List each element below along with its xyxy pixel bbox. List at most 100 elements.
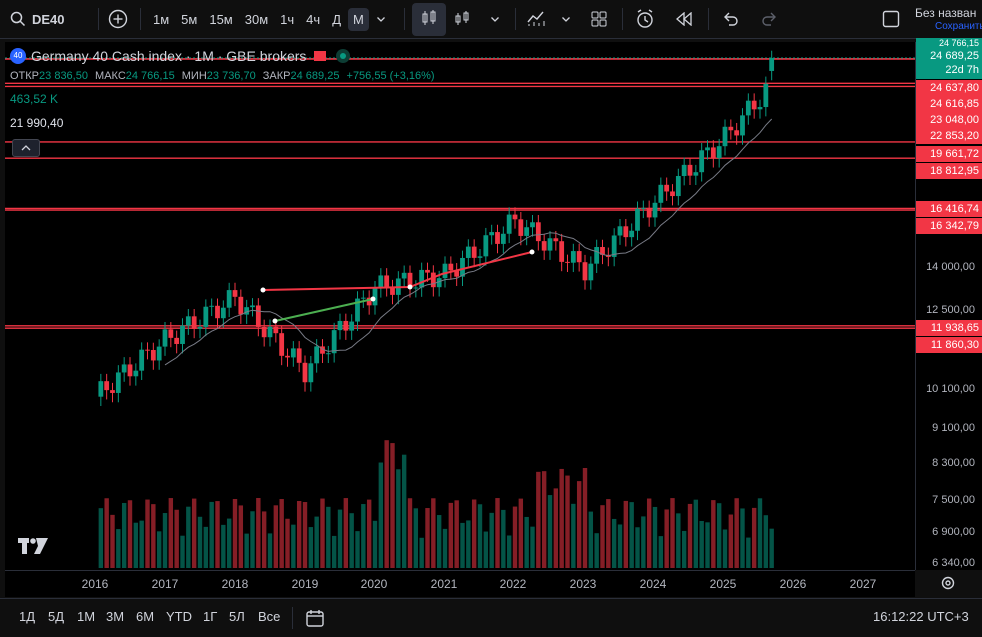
market-status-icon[interactable]	[314, 51, 327, 61]
candle-body	[506, 214, 512, 234]
interval-1m[interactable]: 1м	[153, 11, 170, 27]
square-icon	[882, 10, 900, 28]
candle-body	[763, 83, 769, 108]
candle-body	[681, 164, 687, 177]
volume-bar	[740, 508, 745, 568]
alert-button[interactable]	[635, 0, 655, 38]
volume-bar	[273, 505, 279, 568]
volume-bar	[442, 528, 448, 568]
symbol-search[interactable]: DE40	[10, 0, 65, 38]
interval-1h[interactable]: 1ч	[280, 11, 295, 27]
layout-save-button[interactable]	[882, 0, 900, 38]
volume-bar	[728, 514, 734, 568]
candle-body	[687, 164, 693, 176]
volume-bar	[104, 498, 109, 568]
candle-body	[734, 130, 740, 136]
range-5y[interactable]: 5Л	[229, 609, 245, 624]
volume-bar	[401, 454, 407, 568]
price-label-high-cut: 24 766,15	[916, 38, 982, 48]
volume-bar	[448, 502, 454, 568]
candle-body	[220, 307, 226, 319]
level-label: 11 860,30	[916, 337, 982, 353]
range-5d[interactable]: 5Д	[48, 609, 65, 624]
range-1d[interactable]: 1Д	[19, 609, 36, 624]
volume-bar	[151, 504, 156, 568]
candle-body	[255, 305, 261, 327]
price-scale[interactable]: 24 766,15 24 689,25 22d 7h 24 637,80 24 …	[915, 38, 982, 570]
volume-bar	[687, 503, 693, 568]
candle-body	[232, 290, 238, 297]
divider	[622, 8, 623, 30]
volume-bar	[250, 511, 255, 568]
range-6m[interactable]: 6М	[136, 609, 155, 624]
interval-15m[interactable]: 15м	[209, 11, 233, 27]
interval-dropdown[interactable]	[371, 8, 391, 31]
interval-4h[interactable]: 4ч	[306, 11, 321, 27]
volume-bar	[308, 527, 314, 568]
top-toolbar: DE40 1м 5м 15м 30м 1ч 4ч Д М	[0, 0, 982, 39]
candle-body	[413, 287, 419, 289]
interval-bar: 1м 5м 15м 30м 1ч 4ч Д М	[148, 0, 391, 38]
candles-style-button[interactable]	[412, 0, 446, 38]
search-icon	[10, 11, 26, 27]
candle-body	[430, 272, 436, 288]
bar-chart-icon	[455, 11, 469, 25]
volume-bar	[209, 501, 214, 568]
candle-body	[110, 390, 115, 393]
indicators-button[interactable]	[527, 0, 571, 38]
range-1m[interactable]: 1М	[77, 609, 96, 624]
candle-body	[174, 337, 180, 344]
layout-title[interactable]: Без назван	[915, 6, 977, 20]
trend-line-anchor	[529, 249, 535, 255]
chart-pane[interactable]	[5, 42, 915, 570]
candle-body	[267, 326, 273, 338]
interval-day[interactable]: Д	[332, 11, 341, 27]
volume-bar	[588, 511, 594, 568]
time-scale[interactable]: 2016 2017 2018 2019 2020 2021 2022 2023 …	[5, 570, 915, 597]
level-label: 22 853,20	[916, 128, 982, 144]
level-label: 16 342,79	[916, 218, 982, 234]
volume-bar	[337, 509, 343, 568]
high-value: 24 766,15	[125, 70, 175, 82]
interval-30m[interactable]: 30м	[244, 11, 269, 27]
redo-button[interactable]	[760, 0, 778, 38]
volume-bar	[215, 501, 220, 568]
range-ytd[interactable]: YTD	[166, 609, 192, 624]
candle-body	[535, 222, 541, 242]
volume-bar	[483, 531, 489, 568]
candle-body	[576, 251, 582, 263]
candle-body	[547, 238, 553, 251]
interval-5m[interactable]: 5м	[181, 11, 198, 27]
volume-bar	[203, 526, 209, 568]
current-price: 24 689,25	[930, 50, 979, 62]
clock[interactable]: 16:12:22 UTC+3	[873, 609, 969, 624]
price-tick: 8 300,00	[932, 457, 975, 469]
collapse-legend-button[interactable]	[12, 139, 40, 157]
tradingview-logo[interactable]	[18, 538, 48, 559]
volume-bar	[232, 498, 238, 568]
scale-settings-button[interactable]	[940, 575, 956, 596]
range-3m[interactable]: 3М	[106, 609, 125, 624]
layout-button[interactable]	[590, 0, 608, 38]
range-all[interactable]: Все	[258, 609, 281, 624]
undo-button[interactable]	[722, 0, 740, 38]
volume-bar	[145, 499, 150, 568]
range-1y[interactable]: 1Г	[203, 609, 218, 624]
price-tick: 6 340,00	[932, 557, 975, 569]
bar-style-button[interactable]	[454, 0, 500, 38]
save-status[interactable]: Сохранить	[935, 21, 982, 32]
volume-bar	[757, 498, 763, 568]
candle-body	[454, 270, 460, 277]
compare-button[interactable]	[108, 0, 128, 38]
interval-month[interactable]: М	[348, 7, 369, 31]
volume-bar	[471, 499, 477, 568]
volume-bar	[646, 498, 652, 568]
close-value: 24 689,25	[290, 70, 340, 82]
legend-title[interactable]: Germany 40 Cash index · 1M · GBE brokers	[31, 48, 307, 64]
price-chart[interactable]	[5, 42, 915, 570]
replay-button[interactable]	[675, 0, 693, 38]
volume-bar	[541, 471, 547, 568]
candle-body	[442, 263, 448, 279]
go-to-date-button[interactable]	[305, 608, 325, 633]
candle-body	[325, 353, 331, 355]
